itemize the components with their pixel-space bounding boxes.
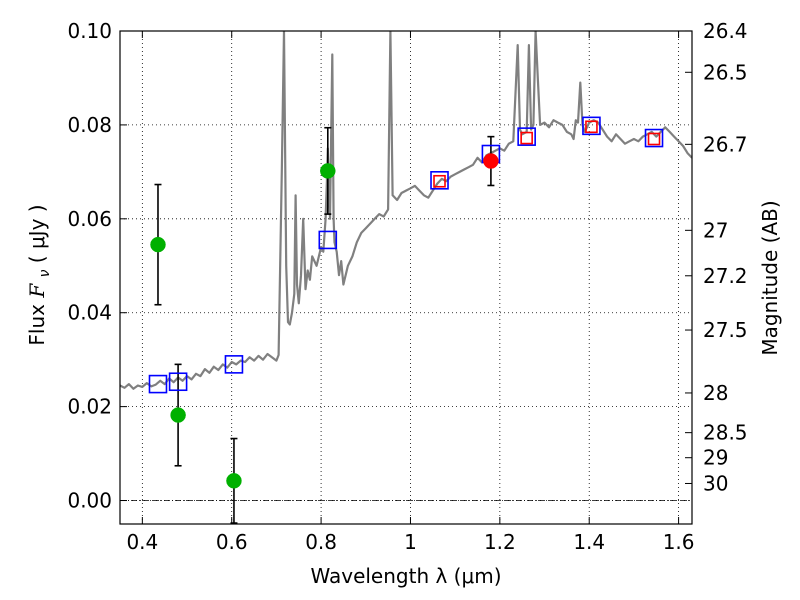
observed-point (226, 473, 242, 489)
y-tick-label: 0.04 (67, 301, 112, 325)
data-points-layer (148, 116, 664, 524)
x-tick-label: 1.6 (663, 530, 695, 554)
model-band-marker (148, 374, 168, 394)
input-band-marker (433, 174, 446, 188)
detection-point (483, 153, 499, 169)
input-band-marker (585, 120, 598, 134)
right-tick-label: 26.7 (703, 132, 748, 156)
right-tick-label: 27.5 (703, 318, 748, 342)
y-axis-label-symbol: F (25, 283, 49, 299)
y-tick-label: 0.00 (67, 489, 112, 513)
model-band-marker (224, 355, 244, 374)
x-tick-label: 0.4 (126, 530, 158, 554)
right-tick-label: 26.5 (703, 60, 748, 84)
observed-point (320, 163, 336, 179)
x-tick-label: 1.2 (484, 530, 516, 554)
right-tick-label: 28 (703, 381, 728, 405)
y-tick-label: 0.10 (67, 19, 112, 43)
x-axis-label: Wavelength λ (μm) (310, 564, 501, 588)
model-band-marker (644, 128, 664, 148)
y-axis-label: Flux F ν ( μJy ) (25, 204, 54, 345)
model-band-marker (168, 372, 188, 392)
y-axis-label-subscript: ν (37, 269, 53, 277)
right-tick-label: 29 (703, 446, 728, 470)
x-tick-label: 1 (404, 530, 417, 554)
observed-point (150, 236, 166, 253)
y-axis-label-unit: ( μJy ) (25, 204, 49, 263)
spectrum-line (120, 31, 692, 390)
input-band-marker (520, 131, 533, 145)
model-band-marker (517, 127, 536, 146)
y-tick-label: 0.06 (67, 207, 112, 231)
right-axis-label: Magnitude (AB) (758, 200, 782, 355)
input-band-marker (647, 132, 661, 146)
model-band-marker (318, 230, 338, 250)
right-tick-label: 26.4 (703, 19, 748, 43)
y-tick-label: 0.02 (67, 395, 112, 419)
model-band-marker (582, 116, 601, 136)
right-tick-label: 30 (703, 471, 728, 495)
spectrum-layer (120, 31, 692, 390)
ticks-layer: 0.4 0.6 0.8 1 1.2 1.4 1.6 0.00 0.02 0.04 0.06 0.08 0… (67, 19, 747, 554)
observed-point (170, 407, 186, 423)
y-axis-label-main: Flux (25, 298, 49, 346)
x-tick-label: 0.6 (216, 530, 248, 554)
right-tick-label: 28.5 (703, 421, 748, 445)
x-tick-label: 0.8 (305, 530, 337, 554)
plot-frame (119, 30, 693, 525)
grid-lines (120, 30, 692, 524)
right-tick-label: 27.2 (703, 264, 748, 288)
right-tick-label: 27 (703, 218, 728, 242)
model-band-marker (430, 171, 449, 190)
y-tick-label: 0.08 (67, 113, 112, 137)
x-tick-label: 1.4 (573, 530, 605, 554)
